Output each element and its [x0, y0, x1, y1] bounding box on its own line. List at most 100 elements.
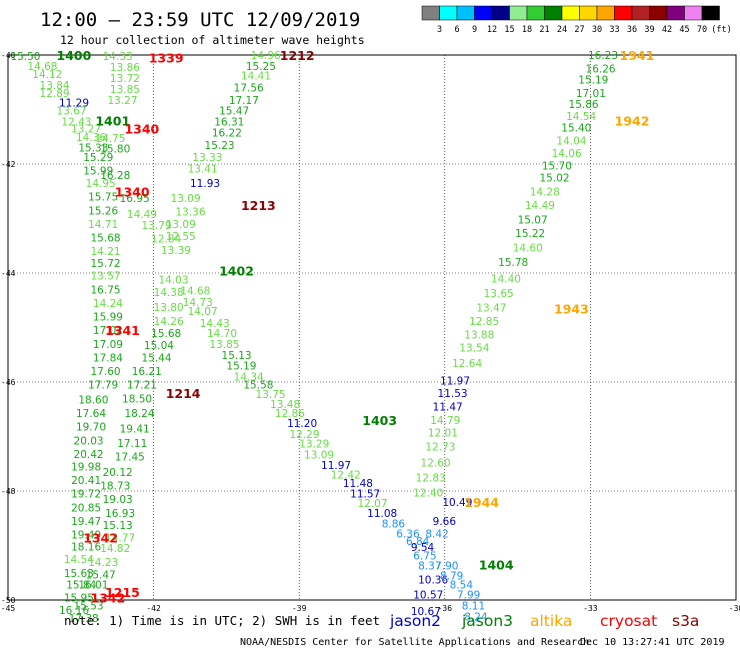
legend-swatch [596, 5, 615, 21]
pass-time-label: 1404 [479, 558, 514, 573]
wave-height-label: 18.73 [100, 481, 130, 493]
wave-height-label: 14.07 [188, 306, 218, 318]
legend-value-label: 21 [539, 25, 549, 35]
wave-height-label: 19.03 [103, 494, 133, 506]
wave-height-label: 20.03 [74, 435, 104, 447]
wave-height-label: 15.58 [243, 380, 273, 392]
wave-height-label: 14.03 [158, 275, 188, 287]
wave-height-label: 13.29 [299, 439, 329, 451]
wave-height-label: 12.73 [425, 441, 455, 453]
wave-height-label: 11.93 [190, 178, 220, 190]
wave-height-label: 14.70 [207, 328, 237, 340]
footer-note: note: 1) Time is in UTC; 2) SWH is in fe… [64, 613, 380, 628]
wave-height-label: 15.33 [78, 143, 108, 155]
wave-height-label: 13.75 [256, 389, 286, 401]
wave-height-label: 13.27 [107, 95, 137, 107]
x-tick-label: -39 [292, 604, 307, 613]
wave-height-label: 15.13 [103, 520, 133, 532]
legend-value-label: 36 [627, 25, 637, 35]
wave-height-label: 20.42 [74, 449, 104, 461]
wave-height-label: 15.95 [64, 592, 94, 604]
wave-height-label: 13.09 [171, 193, 201, 205]
wave-height-label: 17.45 [115, 452, 145, 464]
legend-swatch [561, 5, 580, 21]
wave-height-label: 15.80 [100, 144, 130, 156]
wave-height-label: 10.67 [411, 606, 441, 618]
wave-height-label: 16.95 [120, 193, 150, 205]
pass-time-label: 1212 [280, 48, 315, 63]
legend-value-label: 33 [609, 25, 619, 35]
wave-height-label: 20.12 [103, 467, 133, 479]
wave-height-label: 18.50 [122, 393, 152, 405]
wave-height-label: 13.41 [188, 163, 218, 175]
wave-height-label: 17.17 [229, 95, 259, 107]
pass-time-label: 1215 [105, 585, 140, 600]
wave-height-label: 15.47 [219, 106, 249, 118]
satellite-legend-label: cryosat [600, 612, 657, 630]
wave-height-label: 15.86 [569, 99, 599, 111]
wave-height-label: 8.11 [462, 600, 485, 612]
wave-height-legend: 3 6 9 12 15 18 21 24 27 30 33 36 39 42 45 70 (ft) [421, 5, 732, 35]
plot-area [7, 54, 737, 601]
legend-swatch [474, 5, 493, 21]
wave-height-label: 14.26 [154, 316, 184, 328]
wave-height-label: 14.82 [100, 543, 130, 555]
y-tick-label: -44 [1, 269, 16, 278]
wave-height-label: 12.85 [469, 316, 499, 328]
grid-lines [8, 55, 736, 600]
wave-height-label: 13.85 [110, 84, 140, 96]
wave-height-label: 20.41 [71, 475, 101, 487]
satellite-legend-label: altika [530, 612, 572, 630]
legend-swatch [509, 5, 528, 21]
wave-height-label: 13.27 [71, 124, 101, 136]
pass-time-label: 1403 [362, 413, 397, 428]
wave-height-label: 18.16 [71, 542, 101, 554]
wave-height-label: 19.98 [71, 461, 101, 473]
wave-height-label: 12.83 [416, 472, 446, 484]
wave-height-label: 17.84 [93, 352, 123, 364]
wave-height-label: 11.57 [350, 489, 380, 501]
wave-height-label: 15.99 [83, 166, 113, 178]
wave-height-label: 6.75 [413, 550, 436, 562]
pass-time-label: 1342 [91, 590, 126, 605]
wave-height-label: 14.33 [103, 51, 133, 63]
wave-height-label: 15.29 [83, 152, 113, 164]
legend-value-label: 18 [522, 25, 532, 35]
y-tick-label: -48 [1, 487, 16, 496]
wave-height-label: 15.04 [144, 340, 174, 352]
legend-value-label: 42 [662, 25, 672, 35]
wave-height-label: 17.02 [93, 325, 123, 337]
wave-height-label: 17.21 [127, 380, 157, 392]
wave-height-label: 16.22 [212, 127, 242, 139]
pass-time-label: 1339 [149, 51, 184, 66]
y-tick-label: -42 [1, 160, 16, 169]
wave-height-label: 10.49 [442, 497, 472, 509]
footer-timestamp: Dec 10 13:27:41 UTC 2019 [580, 637, 725, 648]
wave-height-label: 13.33 [192, 152, 222, 164]
chart-title: 12:00 – 23:59 UTC 12/09/2019 [40, 9, 360, 31]
wave-height-label: 13.79 [141, 220, 171, 232]
wave-height-label: 6.36 [396, 529, 420, 541]
wave-height-label: 15.40 [561, 122, 591, 134]
wave-height-label: 12.07 [357, 498, 387, 510]
wave-height-label: 17.09 [93, 339, 123, 351]
legend-swatch [526, 5, 545, 21]
wave-height-label: 13.47 [476, 302, 506, 314]
wave-height-label: 15.02 [539, 173, 569, 185]
wave-height-label: 8.54 [450, 580, 474, 592]
wave-height-label: 7.90 [435, 561, 458, 573]
pass-time-label: 1341 [105, 323, 140, 338]
legend-swatch [666, 5, 685, 21]
legend-value-label: 27 [574, 25, 584, 35]
legend-swatch [631, 5, 650, 21]
wave-height-label: 12.86 [275, 408, 305, 420]
wave-height-label: 14.54 [64, 554, 94, 566]
wave-height-label: 13.54 [459, 343, 489, 355]
x-tick-label: -42 [146, 604, 161, 613]
legend-swatch [491, 5, 510, 21]
pass-time-label: 1402 [219, 263, 254, 278]
x-tick-label: -33 [583, 604, 598, 613]
wave-height-values: 15.50 14.33 14.96 16.23 14.68 13.86 15.25 16.26… [10, 50, 618, 625]
wave-height-label: 8.42 [425, 529, 448, 541]
legend-value-label: 70 [697, 25, 707, 35]
